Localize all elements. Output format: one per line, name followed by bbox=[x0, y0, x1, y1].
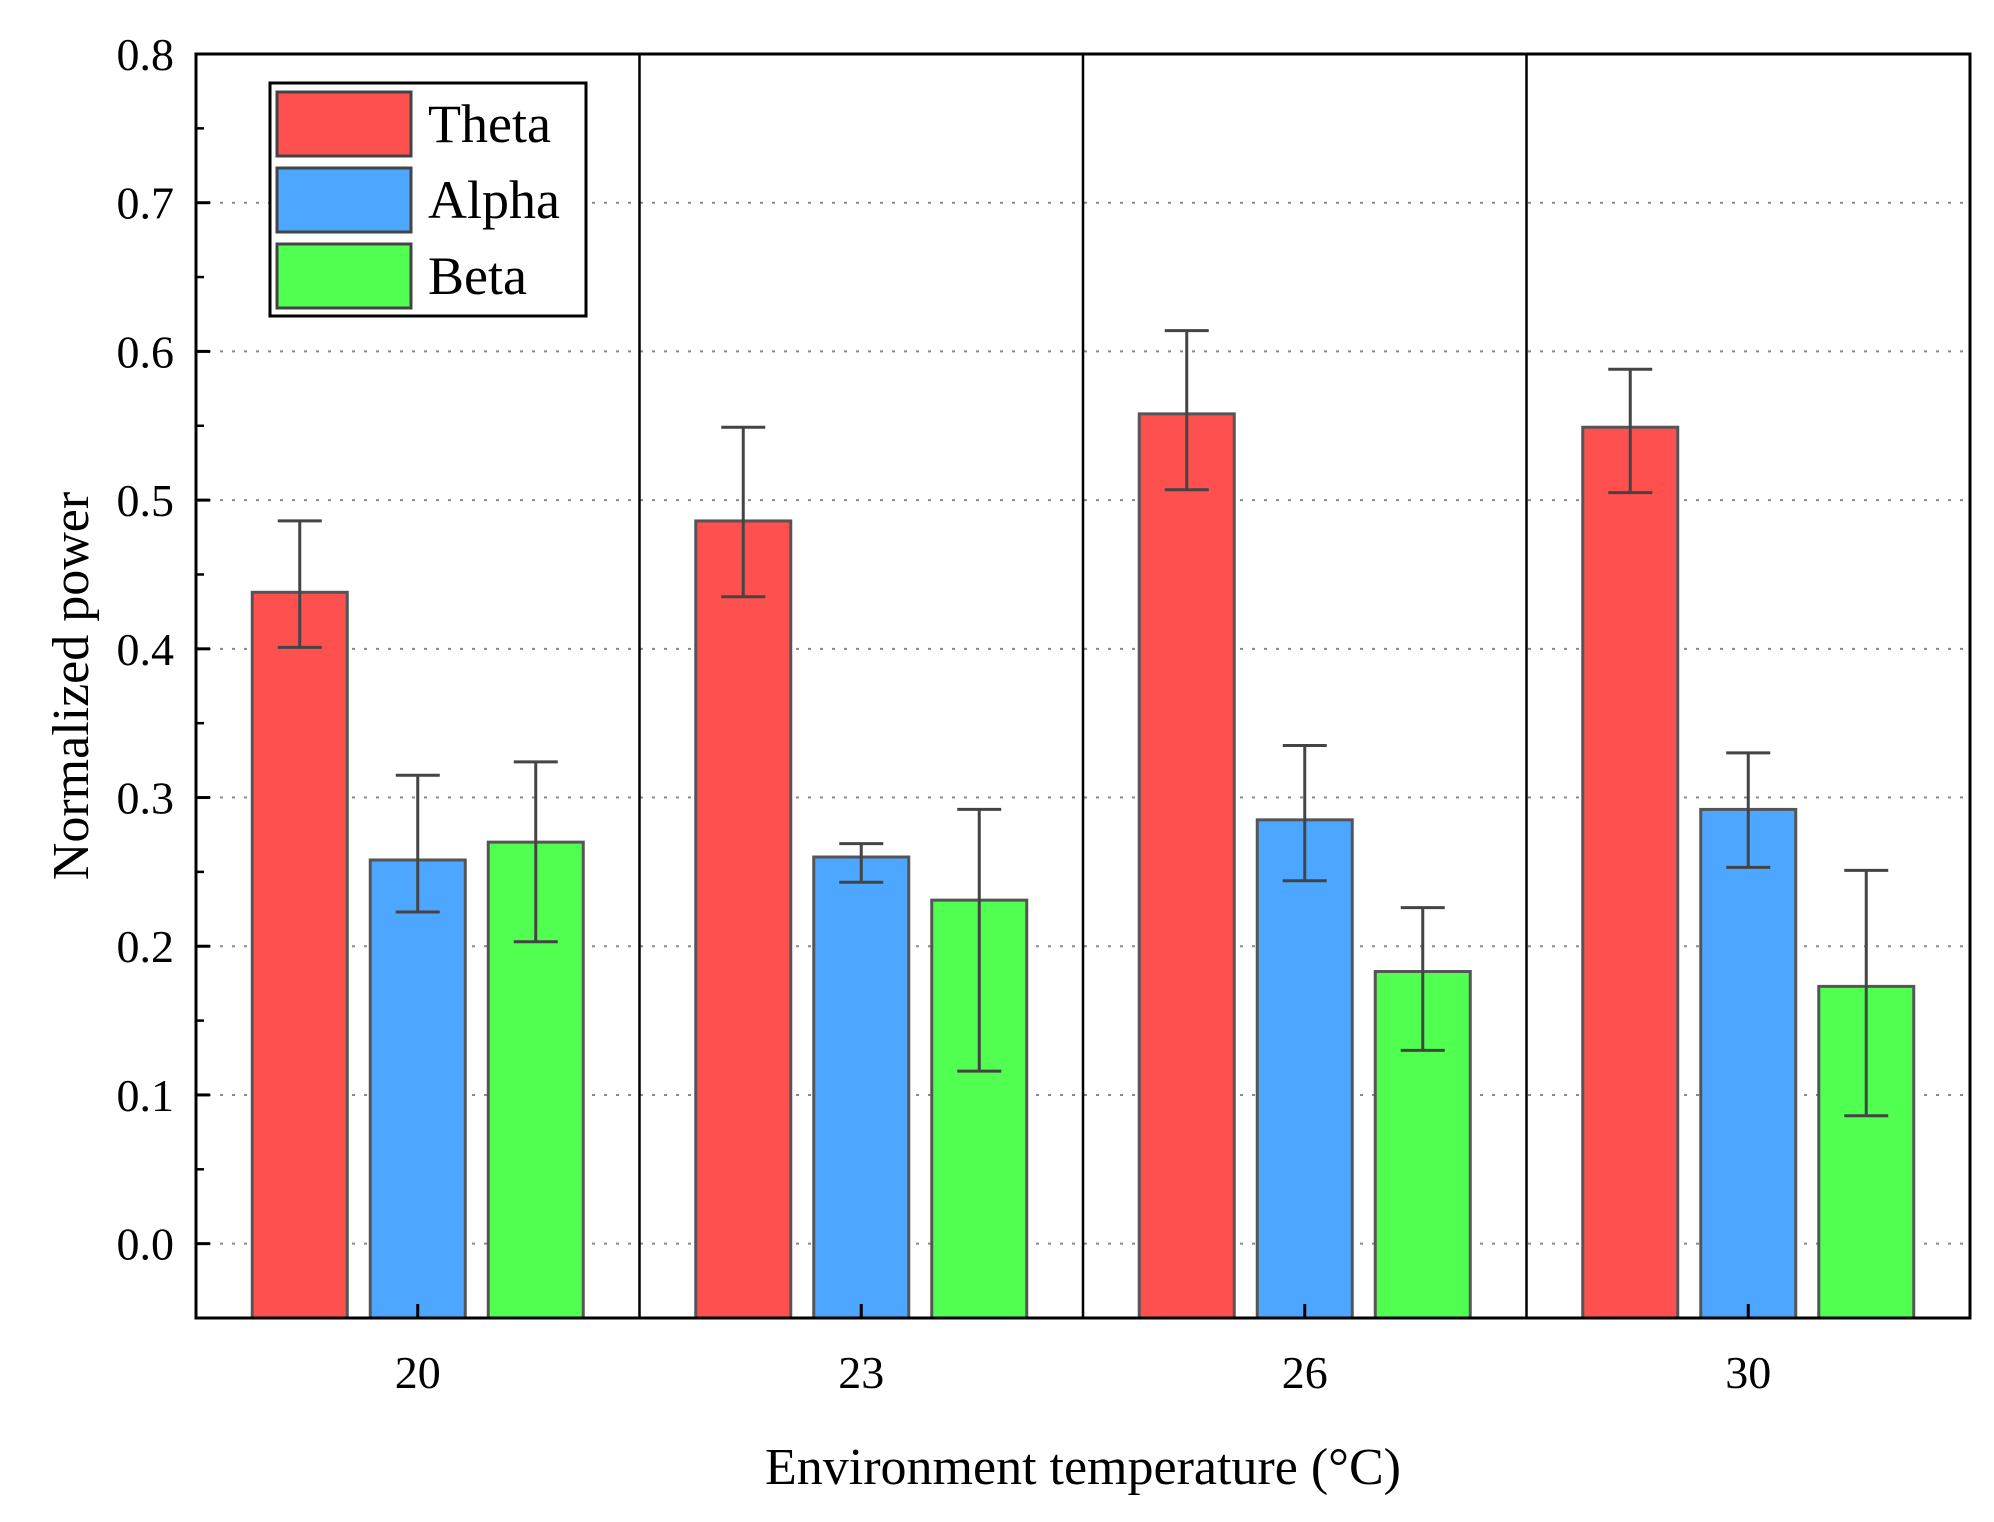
y-tick-label: 0.5 bbox=[117, 475, 175, 526]
legend-label-theta: Theta bbox=[428, 94, 551, 154]
category-separators bbox=[638, 54, 1528, 1318]
bar-theta-23 bbox=[694, 519, 793, 1320]
legend-label-alpha: Alpha bbox=[428, 170, 560, 230]
y-tick-label: 0.7 bbox=[117, 178, 175, 229]
bar-theta-20 bbox=[250, 590, 349, 1320]
y-tick-label: 0.8 bbox=[117, 29, 175, 80]
y-axis-ticks: 0.0 0.1 0.2 0.3 0.4 0.5 0.6 0.7 0.8 bbox=[117, 29, 210, 1270]
x-tick-label: 20 bbox=[395, 1347, 441, 1398]
y-tick-label: 0.4 bbox=[117, 624, 175, 675]
bar-theta-30 bbox=[1581, 425, 1680, 1320]
legend-swatch-theta bbox=[275, 90, 413, 158]
y-tick-label: 0.1 bbox=[117, 1070, 175, 1121]
x-axis-ticks: 20 23 26 30 bbox=[395, 1304, 1771, 1398]
y-tick-label: 0.2 bbox=[117, 921, 175, 972]
bar-beta-26 bbox=[1373, 970, 1472, 1320]
bar-alpha-23 bbox=[812, 855, 911, 1320]
x-tick-label: 30 bbox=[1725, 1347, 1771, 1398]
bar-theta-26 bbox=[1137, 412, 1236, 1320]
y-tick-label: 0.3 bbox=[117, 773, 175, 824]
bar-alpha-26 bbox=[1255, 818, 1354, 1320]
plot-frame bbox=[194, 52, 1972, 1320]
x-axis-title: Environment temperature (°C) bbox=[765, 1439, 1401, 1496]
legend-swatch-alpha bbox=[275, 166, 413, 234]
legend-label-beta: Beta bbox=[428, 246, 527, 306]
bar-alpha-30 bbox=[1699, 807, 1798, 1320]
y-axis-title: Normalized power bbox=[43, 492, 100, 880]
error-bars bbox=[277, 329, 1889, 1118]
x-tick-label: 26 bbox=[1282, 1347, 1328, 1398]
legend-swatch-beta bbox=[275, 242, 413, 310]
y-tick-label: 0.6 bbox=[117, 326, 175, 377]
y-tick-label: 0.0 bbox=[117, 1219, 175, 1270]
x-tick-label: 23 bbox=[838, 1347, 884, 1398]
legend: Theta Alpha Beta bbox=[268, 81, 588, 318]
bar-alpha-20 bbox=[368, 858, 467, 1320]
